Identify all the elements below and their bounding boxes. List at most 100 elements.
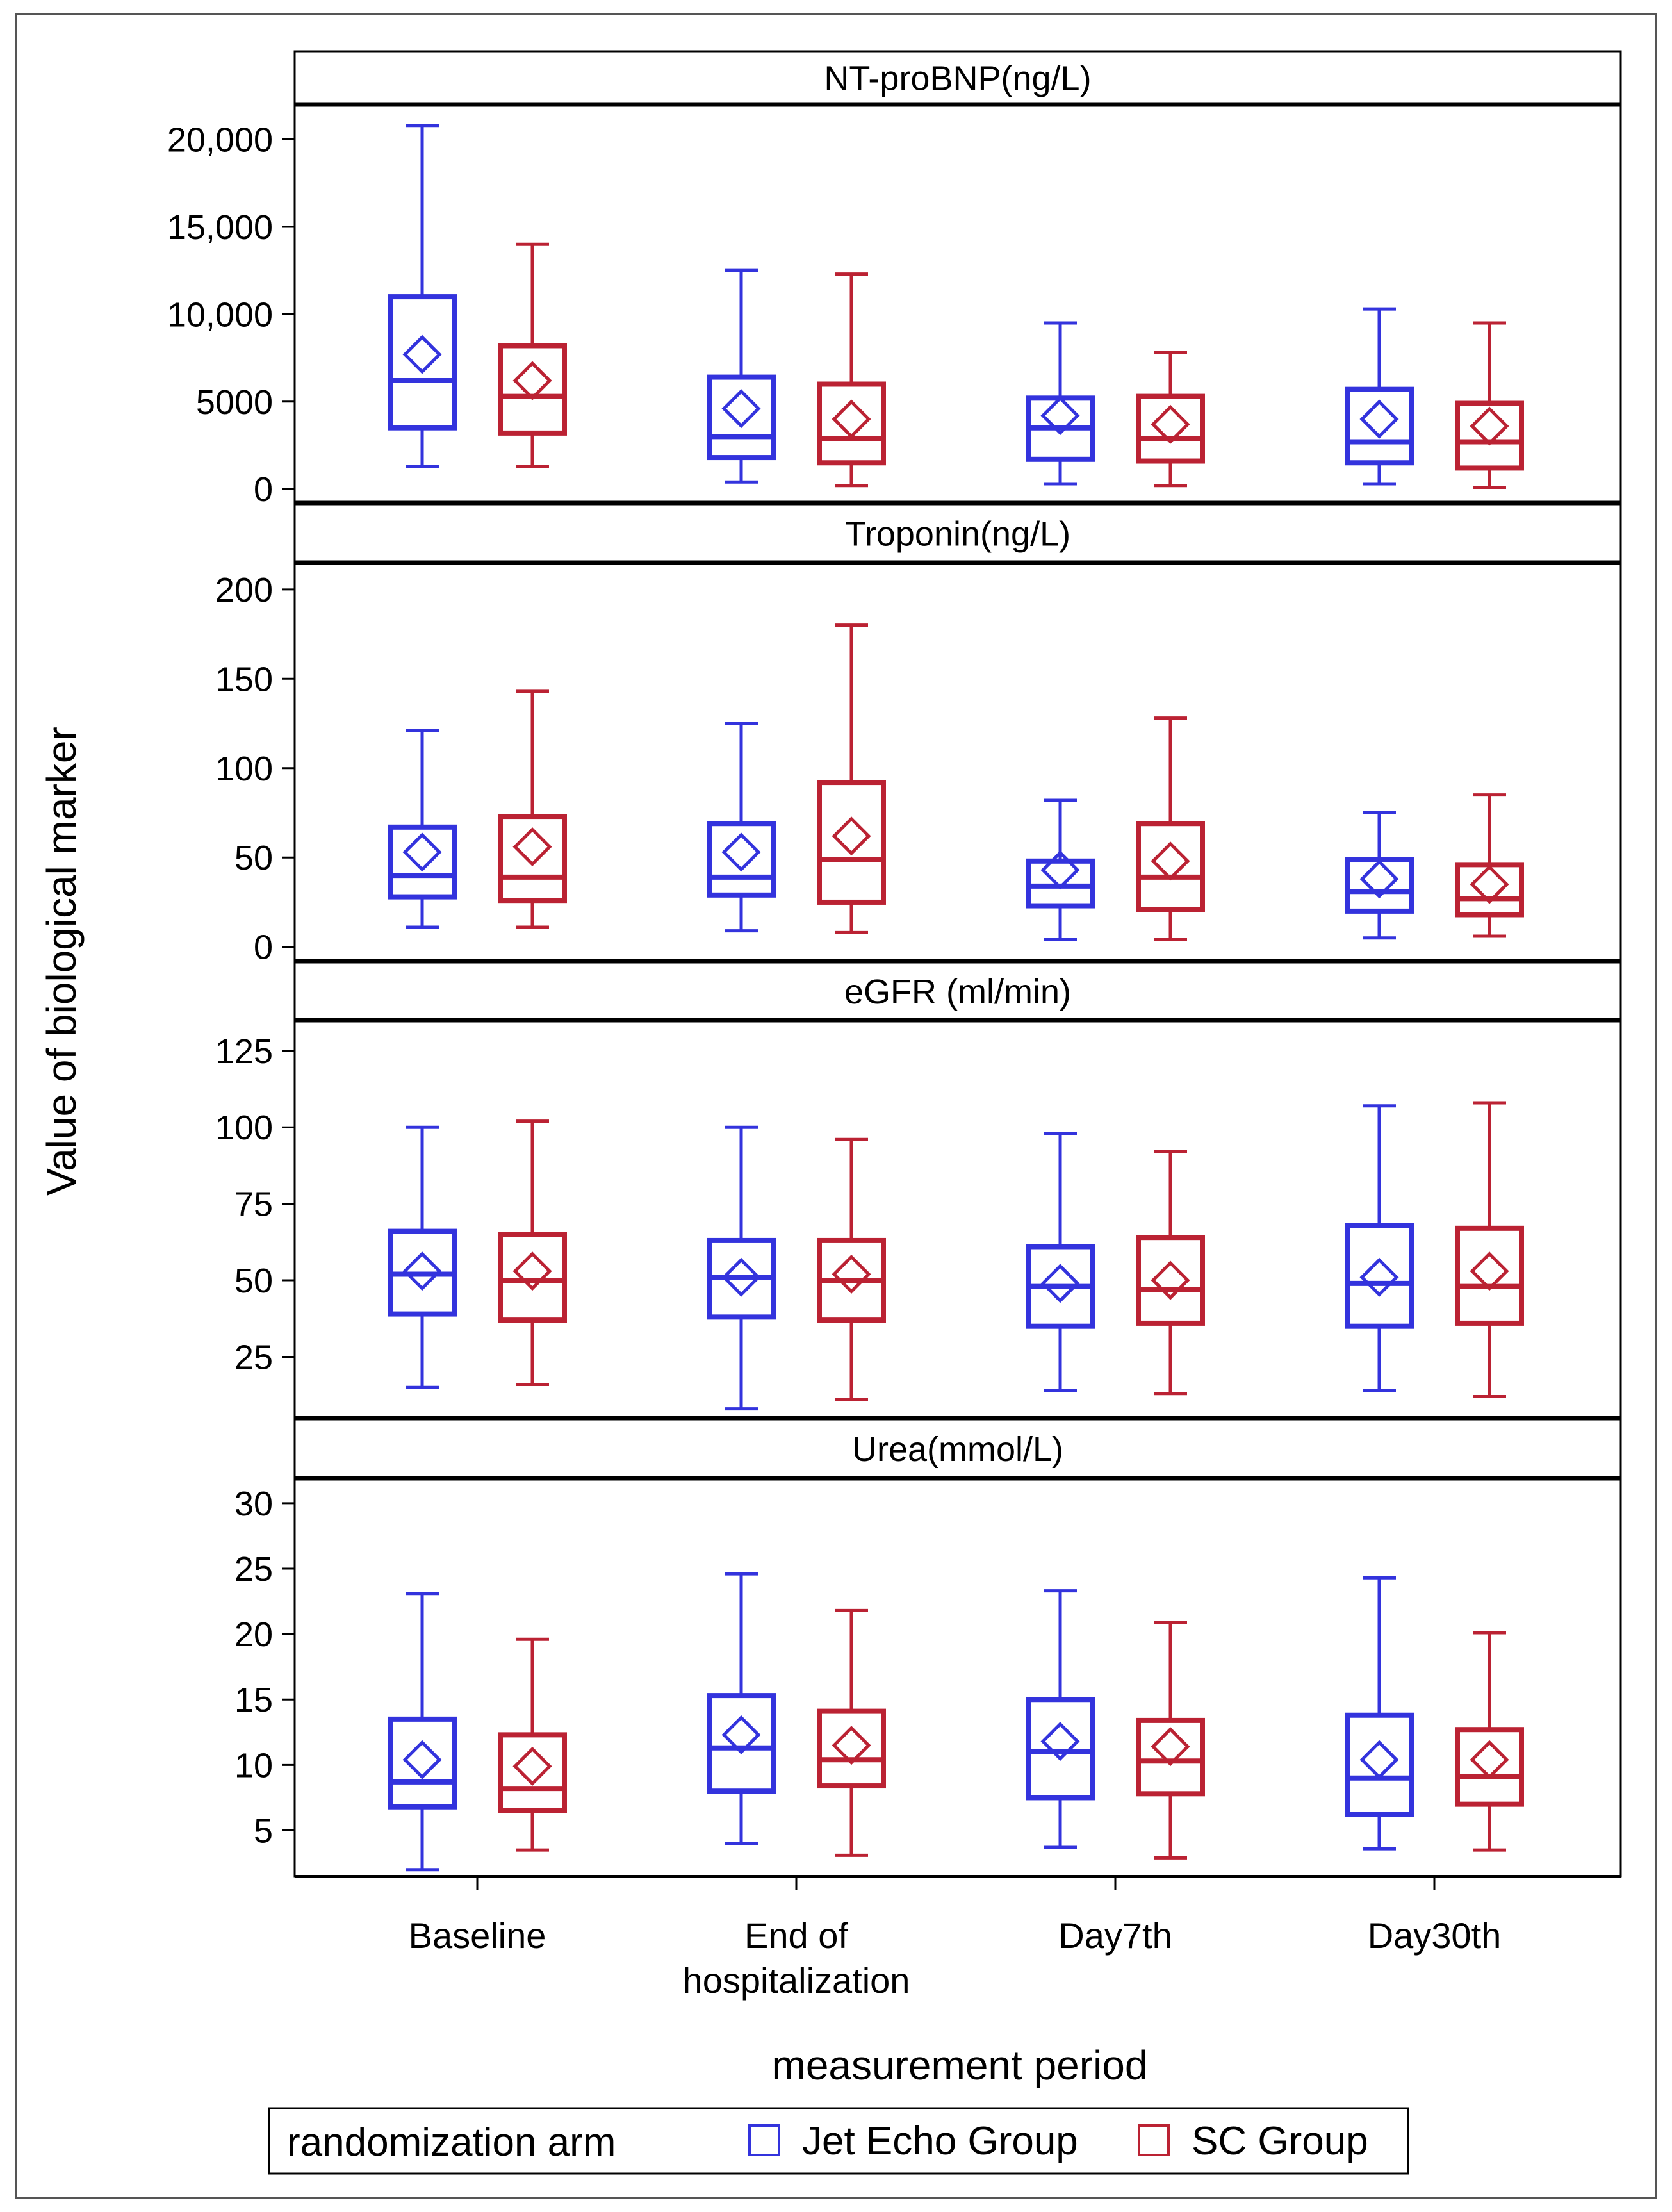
box-jet-echo-2 — [1026, 798, 1095, 942]
mean-marker — [1470, 406, 1509, 446]
y-tick-label: 50 — [234, 839, 273, 877]
iqr-box — [388, 294, 457, 431]
mean-marker — [1359, 1740, 1399, 1779]
mean-marker — [512, 361, 552, 400]
mean-marker — [1151, 404, 1190, 444]
mean-marker — [1040, 850, 1080, 890]
iqr-box — [817, 780, 886, 905]
legend-swatch — [1138, 2124, 1170, 2156]
box-jet-echo-1 — [707, 722, 776, 933]
iqr-box — [1136, 1717, 1205, 1797]
iqr-box — [817, 381, 886, 466]
box-sc-3 — [1455, 1101, 1524, 1399]
box-sc-1 — [817, 272, 886, 488]
y-tick-label: 100 — [215, 1109, 273, 1147]
box-sc-0 — [498, 689, 567, 929]
box-sc-2 — [1136, 1621, 1205, 1860]
panel-title: Urea(mmol/L) — [852, 1430, 1063, 1469]
x-axis-title: measurement period — [772, 2042, 1148, 2088]
y-tick-label: 5 — [254, 1812, 273, 1851]
box-sc-1 — [817, 623, 886, 934]
panel-frame — [293, 1019, 1622, 1419]
mean-marker — [402, 1740, 442, 1779]
legend-swatch — [748, 2124, 780, 2156]
panel-title: NT-proBNP(ng/L) — [824, 60, 1091, 98]
iqr-box — [707, 1693, 776, 1794]
mean-marker — [512, 1746, 552, 1786]
box-jet-echo-0 — [388, 729, 457, 929]
iqr-box — [498, 343, 567, 436]
box-jet-echo-2 — [1026, 321, 1095, 486]
iqr-box — [1026, 858, 1095, 909]
iqr-box — [1026, 1697, 1095, 1801]
y-tick-label: 5000 — [196, 383, 273, 422]
box-sc-2 — [1136, 1150, 1205, 1396]
panel-title: eGFR (ml/min) — [844, 973, 1071, 1011]
y-tick-label: 25 — [234, 1338, 273, 1376]
box-sc-3 — [1455, 1631, 1524, 1852]
mean-marker — [402, 832, 442, 872]
panel-strip — [293, 50, 1622, 106]
y-tick-label: 150 — [215, 660, 273, 698]
mean-marker — [1359, 1257, 1399, 1297]
y-tick-label: 125 — [215, 1032, 273, 1071]
mean-marker — [832, 816, 871, 856]
mean-marker — [512, 827, 552, 867]
iqr-box — [707, 374, 776, 461]
y-tick-label: 75 — [234, 1185, 273, 1224]
y-tick-label: 10,000 — [167, 295, 273, 334]
y-tick-label: 30 — [234, 1485, 273, 1523]
y-tick-label: 15 — [234, 1681, 273, 1719]
mean-marker — [1470, 1740, 1509, 1779]
y-tick-label: 15,000 — [167, 208, 273, 247]
mean-marker — [1470, 1251, 1509, 1291]
legend-label: SC Group — [1192, 2119, 1368, 2163]
box-sc-1 — [817, 1137, 886, 1401]
mean-marker — [1470, 864, 1509, 904]
mean-marker — [1040, 396, 1080, 436]
y-tick-label: 25 — [234, 1550, 273, 1589]
legend-label: Jet Echo Group — [802, 2119, 1078, 2163]
mean-marker — [1359, 859, 1399, 899]
iqr-box — [498, 1732, 567, 1813]
mean-marker — [1151, 1727, 1190, 1767]
box-jet-echo-1 — [707, 268, 776, 484]
mean-marker — [1040, 1264, 1080, 1303]
box-jet-echo-2 — [1026, 1589, 1095, 1849]
mean-marker — [721, 389, 761, 429]
box-sc-3 — [1455, 321, 1524, 489]
panel-frame — [293, 1477, 1622, 1878]
panel-strip — [293, 1418, 1622, 1480]
mean-marker — [402, 1251, 442, 1291]
box-jet-echo-0 — [388, 124, 457, 468]
mean-marker — [832, 1726, 871, 1765]
box-sc-1 — [817, 1608, 886, 1857]
mean-marker — [512, 1251, 552, 1291]
mean-marker — [832, 399, 871, 439]
x-category-label: Baseline — [409, 1915, 546, 1956]
x-category-label: hospitalization — [683, 1960, 910, 2001]
iqr-box — [1345, 1223, 1414, 1329]
outer-frame — [15, 13, 1657, 2199]
panel-strip — [293, 961, 1622, 1021]
y-tick-label: 10 — [234, 1746, 273, 1785]
iqr-box — [388, 824, 457, 900]
y-tick-label: 200 — [215, 571, 273, 609]
box-jet-echo-3 — [1345, 811, 1414, 940]
x-category-label: Day7th — [1058, 1915, 1172, 1956]
panel-strip — [293, 503, 1622, 564]
panel-title: Troponin(ng/L) — [845, 515, 1070, 554]
panel-frame — [293, 561, 1622, 962]
box-jet-echo-3 — [1345, 1104, 1414, 1392]
mean-marker — [721, 832, 761, 872]
mean-marker — [1151, 1260, 1190, 1300]
y-tick-label: 20 — [234, 1615, 273, 1654]
mean-marker — [721, 1257, 761, 1297]
box-jet-echo-2 — [1026, 1132, 1095, 1392]
panel-frame — [293, 103, 1622, 504]
box-sc-2 — [1136, 716, 1205, 942]
mean-marker — [1040, 1722, 1080, 1762]
iqr-box — [388, 1716, 457, 1810]
iqr-box — [1345, 857, 1414, 914]
